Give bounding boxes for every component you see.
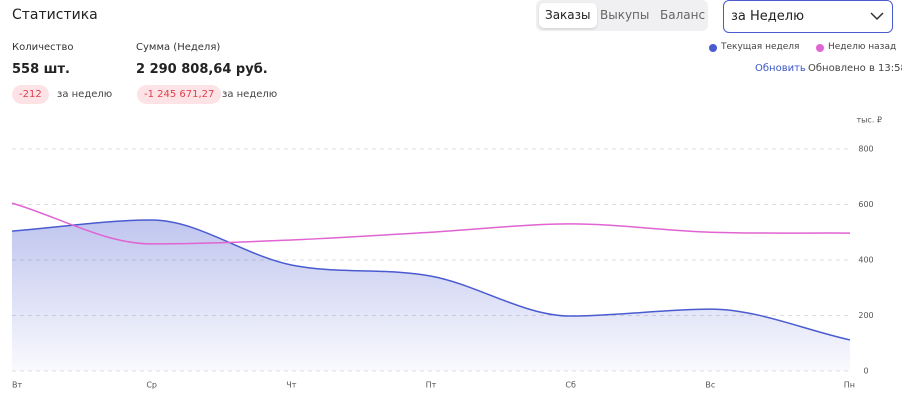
- chevron: [870, 12, 884, 21]
- period-select[interactable]: за Неделю: [723, 0, 893, 33]
- title: Статистика: [12, 7, 98, 23]
- line: [11, 202, 851, 245]
- x-tick-label: Вс: [705, 381, 715, 390]
- legend-marker: [709, 44, 717, 52]
- y-tick-label: 400: [858, 256, 873, 265]
- delta-badge: -1 245 671,27: [137, 85, 222, 104]
- y-tick-label: 600: [858, 200, 873, 209]
- area: [12, 220, 850, 371]
- delta-note: за неделю: [57, 89, 113, 100]
- stat-label: Количество: [12, 42, 74, 53]
- stat-value: 2 290 808,64 руб.: [136, 62, 268, 77]
- delta-note: за неделю: [222, 89, 278, 100]
- y-axis-label: тыс. ₽: [856, 116, 882, 125]
- tab[interactable]: Баланс: [660, 8, 706, 22]
- x-tick-label: Вт: [12, 381, 22, 390]
- legend-label: Неделю назад: [828, 42, 897, 52]
- y-tick-label: 200: [858, 311, 873, 320]
- updated-text: Обновлено в 13:58: [808, 63, 902, 74]
- select-value: за Неделю: [731, 9, 805, 24]
- tab[interactable]: Заказы: [539, 3, 597, 28]
- chart: тыс. ₽ 0 200 400 600 800 Вт Ср Чт Пт Сб Вс Пн: [11, 116, 882, 390]
- x-tick-label: Пт: [426, 381, 437, 390]
- refresh-link[interactable]: Обновить: [755, 63, 806, 74]
- x-tick-label: Пн: [844, 381, 855, 390]
- legend-label: Текущая неделя: [721, 42, 800, 52]
- legend-marker: [816, 44, 824, 52]
- x-tick-label: Сб: [565, 381, 576, 390]
- x-tick-label: Чт: [286, 381, 296, 390]
- stat-value: 558 шт.: [12, 62, 70, 77]
- y-tick-label: 800: [858, 145, 873, 154]
- y-tick-label: 0: [863, 367, 868, 376]
- delta-badge: -212: [12, 85, 49, 104]
- line: [11, 219, 851, 341]
- tab[interactable]: Выкупы: [600, 8, 650, 22]
- x-tick-label: Ср: [146, 381, 157, 390]
- tab-group: Заказы Выкупы Баланс: [536, 0, 708, 31]
- stat-label: Сумма (Неделя): [136, 42, 221, 53]
